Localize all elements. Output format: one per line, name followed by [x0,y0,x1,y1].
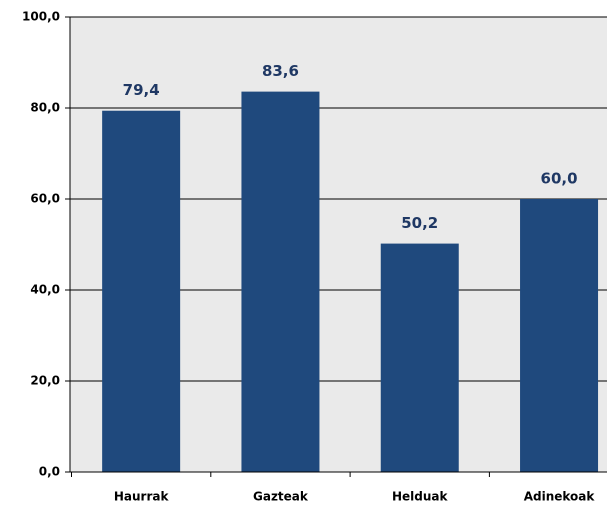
value-label: 79,4 [123,81,160,99]
bar [380,243,459,472]
value-label: 83,6 [262,62,299,80]
y-tick-label: 80,0 [30,101,60,115]
x-tick-label: Gazteak [253,490,309,504]
y-tick-label: 60,0 [30,192,60,206]
value-label: 50,2 [401,214,438,232]
x-tick-label: Adinekoak [524,490,596,504]
bar [102,110,181,472]
x-tick-label: Helduak [392,490,449,504]
y-tick-label: 20,0 [30,374,60,388]
bar [241,91,320,473]
value-label: 60,0 [541,170,578,188]
y-tick-label: 40,0 [30,283,60,297]
y-tick-label: 0,0 [39,465,60,479]
y-tick-label: 100,0 [22,10,60,24]
x-tick-label: Haurrak [114,490,170,504]
bar [520,199,599,472]
